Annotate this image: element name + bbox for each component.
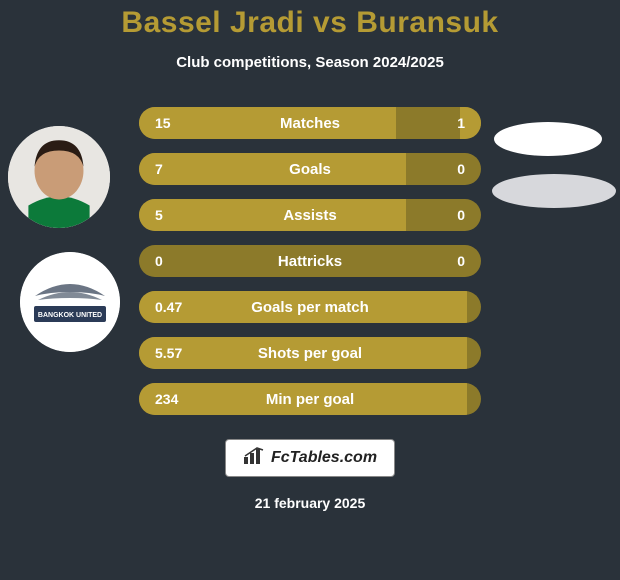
stat-value-left: 15 xyxy=(139,115,209,131)
opponent-avatar-placeholder xyxy=(494,122,602,156)
footer-date: 21 february 2025 xyxy=(255,495,366,511)
stat-row: 5Assists0 xyxy=(139,199,481,231)
page-title: Bassel Jradi vs Buransuk xyxy=(121,6,498,40)
stat-value-right: 0 xyxy=(411,207,481,223)
stat-label: Shots per goal xyxy=(209,345,411,362)
stat-row: 0.47Goals per match xyxy=(139,291,481,323)
stat-label: Hattricks xyxy=(209,253,411,270)
stat-value-left: 5.57 xyxy=(139,345,209,361)
club-badge: BANGKOK UNITED xyxy=(20,252,120,352)
stat-row: 5.57Shots per goal xyxy=(139,337,481,369)
stat-label: Min per goal xyxy=(209,391,411,408)
stat-label: Goals xyxy=(209,161,411,178)
fctables-logo-text: FcTables.com xyxy=(271,449,377,467)
stat-value-left: 7 xyxy=(139,161,209,177)
stat-value-left: 234 xyxy=(139,391,209,407)
stat-row: 234Min per goal xyxy=(139,383,481,415)
fctables-logo: FcTables.com xyxy=(225,439,395,477)
fctables-logo-icon xyxy=(243,447,265,470)
stat-value-left: 0 xyxy=(139,253,209,269)
stat-label: Assists xyxy=(209,207,411,224)
stat-label: Matches xyxy=(209,115,411,132)
stat-row: 15Matches1 xyxy=(139,107,481,139)
subtitle: Club competitions, Season 2024/2025 xyxy=(176,54,444,71)
stat-row: 7Goals0 xyxy=(139,153,481,185)
stat-label: Goals per match xyxy=(209,299,411,316)
stat-value-right: 0 xyxy=(411,161,481,177)
club-badge-text: BANGKOK UNITED xyxy=(38,312,102,319)
stat-value-right: 0 xyxy=(411,253,481,269)
opponent-club-placeholder xyxy=(492,174,616,208)
stat-value-right: 1 xyxy=(411,115,481,131)
stat-row: 0Hattricks0 xyxy=(139,245,481,277)
stat-value-left: 0.47 xyxy=(139,299,209,315)
player-avatar xyxy=(8,126,110,228)
stat-value-left: 5 xyxy=(139,207,209,223)
